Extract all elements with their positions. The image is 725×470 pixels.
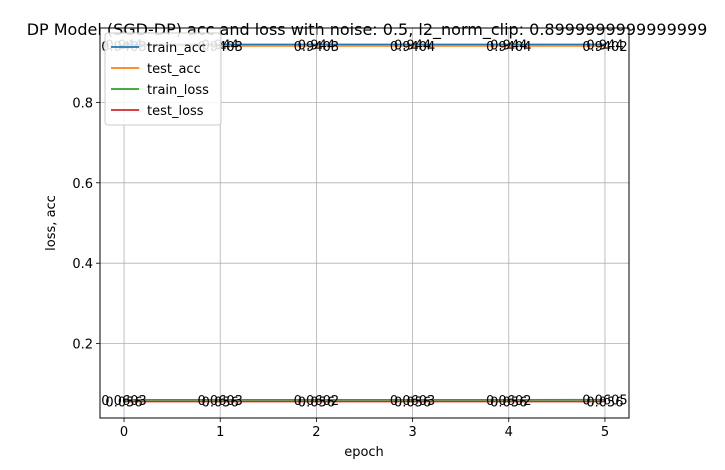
data-label: 0.0603 [390, 394, 436, 409]
data-label: 0.0602 [486, 394, 532, 409]
data-label: 0.9403 [294, 40, 340, 55]
y-tick-label: 0.6 [72, 177, 93, 192]
data-label: 0.944 [490, 38, 527, 53]
x-tick-label: 3 [408, 425, 416, 440]
data-label: 0.0605 [582, 394, 628, 409]
y-tick-label: 0.8 [72, 96, 93, 111]
y-axis: 0.2 0.4 0.6 0.8 [72, 96, 100, 353]
data-label: 0.0603 [197, 394, 243, 409]
data-label: 0.056 [105, 396, 142, 411]
grid [100, 28, 629, 418]
data-label: 0.056 [586, 396, 623, 411]
x-axis: 0 1 2 3 4 5 [120, 418, 609, 440]
data-label: 0.056 [490, 396, 527, 411]
y-tick-label: 0.2 [72, 338, 93, 353]
x-tick-label: 0 [120, 425, 128, 440]
legend-label: train_loss [147, 83, 209, 98]
x-tick-label: 2 [312, 425, 320, 440]
x-axis-label: epoch [344, 445, 384, 460]
legend-label: test_loss [147, 104, 204, 119]
data-label: 0.944 [394, 38, 431, 53]
y-axis-label: loss, acc [44, 195, 59, 251]
data-label: 0.056 [202, 396, 239, 411]
data-label: 0.056 [394, 396, 431, 411]
data-label: 0.056 [298, 396, 335, 411]
y-tick-label: 0.4 [72, 257, 93, 272]
data-label: 0.9402 [582, 40, 628, 55]
data-label: 0.9404 [390, 40, 436, 55]
x-tick-label: 1 [216, 425, 224, 440]
data-label: 0.0602 [294, 394, 340, 409]
legend-box [104, 32, 222, 126]
data-label: 0.0603 [101, 394, 147, 409]
data-label: 0.944 [586, 38, 623, 53]
plot-frame [99, 27, 630, 419]
x-tick-label: 4 [505, 425, 513, 440]
legend-label: test_acc [147, 62, 201, 77]
data-label: 0.944 [298, 38, 335, 53]
legend: train_acc test_acc train_loss test_loss [104, 32, 222, 126]
x-tick-label: 5 [601, 425, 609, 440]
legend-label: train_acc [147, 41, 206, 56]
data-label: 0.9404 [486, 40, 532, 55]
